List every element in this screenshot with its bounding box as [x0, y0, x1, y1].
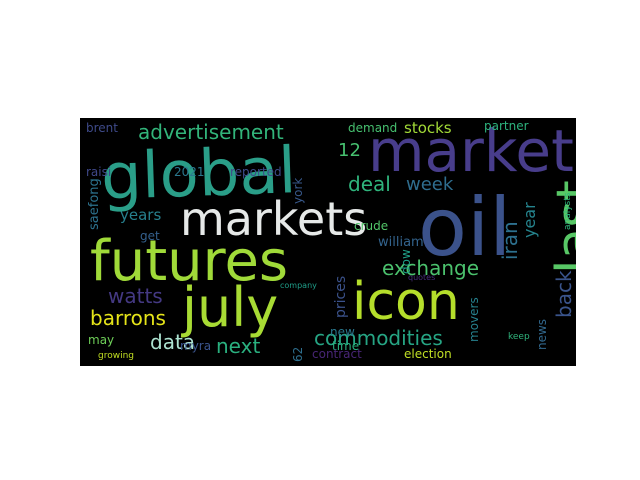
word-futures: futures	[90, 229, 289, 294]
word-news: news	[535, 318, 549, 350]
word-cloud: oil futures global market markets july i…	[80, 118, 576, 366]
word-reported: reported	[230, 165, 282, 179]
word-oil: oil	[418, 181, 512, 274]
word-iran: iran	[498, 221, 522, 260]
word-growing: growing	[98, 351, 134, 361]
word-william: william	[378, 235, 424, 250]
word-raisi: raisi	[86, 165, 112, 179]
word-2021: 2021	[174, 165, 205, 179]
word-12: 12	[338, 140, 361, 161]
word-company: company	[280, 281, 317, 290]
word-data: data	[150, 330, 196, 354]
word-week: week	[406, 174, 454, 195]
word-new: new	[330, 325, 355, 339]
word-deal: deal	[348, 172, 391, 196]
word-exchange: exchange	[382, 256, 480, 280]
word-icon: icon	[352, 272, 460, 332]
word-prices: prices	[333, 275, 349, 318]
word-election: election	[404, 347, 452, 361]
word-62: 62	[291, 346, 305, 362]
word-time: time	[332, 339, 360, 353]
word-partner: partner	[484, 119, 529, 133]
word-movers: movers	[467, 297, 481, 342]
word-markets: markets	[180, 192, 368, 246]
word-brent: brent	[86, 121, 118, 135]
word-quotes: quotes	[408, 273, 436, 282]
word-barrons: barrons	[90, 306, 166, 330]
word-york: york	[291, 177, 305, 204]
word-commodities: commodities	[314, 326, 443, 350]
word-next: next	[216, 334, 261, 358]
word-contract: contract	[312, 347, 362, 361]
word-advertisement: advertisement	[138, 120, 284, 144]
word-watts: watts	[108, 284, 163, 308]
word-myra: myra	[180, 339, 212, 353]
word-years: years	[120, 206, 162, 224]
word-saefong: saefong	[87, 178, 102, 230]
word-crude: crude	[354, 219, 389, 233]
word-may: may	[88, 333, 115, 347]
word-analysts: analysts	[563, 192, 573, 230]
word-dow: dow	[399, 249, 413, 274]
word-july: july	[182, 276, 279, 339]
word-get: get	[140, 229, 160, 243]
word-back: back	[552, 270, 576, 318]
word-market: market	[368, 118, 574, 185]
word-keep: keep	[508, 332, 530, 342]
word-demand: demand	[348, 121, 398, 135]
word-stocks: stocks	[404, 119, 452, 137]
word-year: year	[520, 202, 539, 238]
